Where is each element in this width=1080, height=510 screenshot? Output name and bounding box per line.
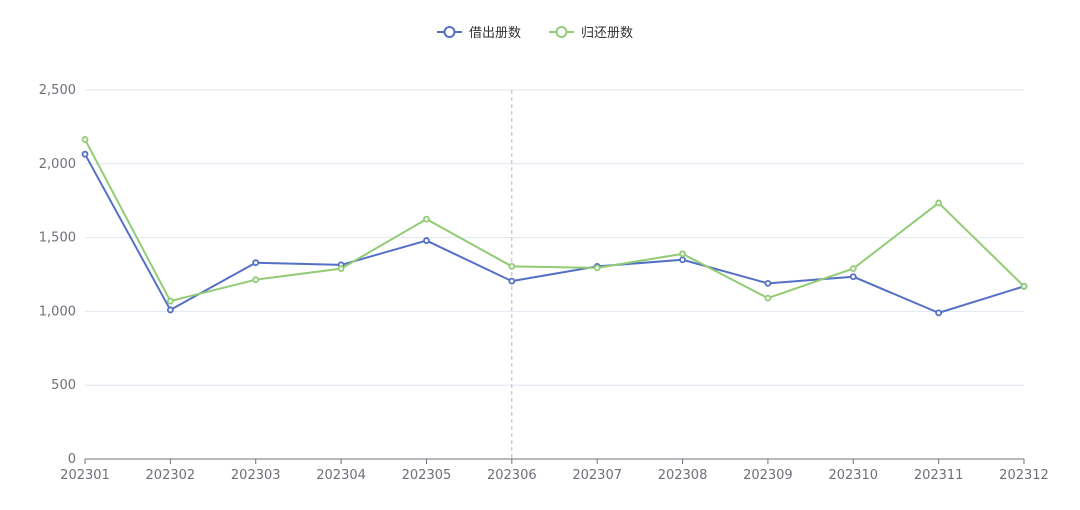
x-tick-label: 202309	[743, 468, 793, 483]
x-tick-label: 202302	[146, 468, 196, 483]
legend-circle-icon	[555, 26, 568, 38]
data-point[interactable]	[508, 262, 516, 270]
data-point[interactable]	[935, 309, 943, 317]
x-tick-label: 202308	[658, 468, 708, 483]
y-tick-label: 1,000	[39, 304, 76, 319]
y-tick-label: 1,500	[39, 231, 76, 246]
y-tick-label: 500	[51, 378, 76, 393]
data-point[interactable]	[1020, 282, 1028, 290]
series-layer	[81, 136, 1028, 317]
data-point[interactable]	[423, 237, 430, 244]
y-tick-label: 2,500	[39, 83, 76, 98]
data-point[interactable]	[166, 297, 174, 305]
legend-circle-icon	[443, 26, 456, 38]
data-point[interactable]	[423, 215, 430, 223]
legend[interactable]: 借出册数 归还册数	[437, 26, 633, 41]
y-axis: 0 500 1,000 1,500 2,000 2,500	[39, 83, 76, 467]
data-point[interactable]	[764, 294, 772, 302]
data-point[interactable]	[166, 306, 174, 314]
x-tick-label: 202301	[60, 468, 110, 483]
data-point[interactable]	[935, 199, 943, 207]
data-point[interactable]	[764, 279, 772, 287]
data-point[interactable]	[679, 256, 686, 264]
data-point[interactable]	[593, 264, 601, 272]
grid-lines	[85, 89, 1024, 386]
data-point[interactable]	[508, 277, 516, 285]
x-tick-label: 202303	[231, 468, 281, 483]
x-tick-label: 202306	[487, 468, 537, 483]
x-tick-label: 202307	[572, 468, 622, 483]
legend-label: 借出册数	[469, 26, 521, 41]
x-tick-label: 202311	[914, 468, 964, 483]
legend-item[interactable]: 借出册数	[437, 26, 521, 41]
data-point[interactable]	[849, 265, 857, 272]
series-line	[84, 138, 1025, 303]
data-point[interactable]	[81, 136, 89, 143]
data-point[interactable]	[252, 276, 260, 284]
x-tick-label: 202310	[828, 468, 878, 483]
x-tick-label: 202304	[316, 468, 366, 483]
x-tick-label: 202305	[402, 468, 452, 483]
data-point[interactable]	[337, 265, 345, 272]
series-line	[84, 153, 1025, 314]
data-point[interactable]	[81, 150, 89, 158]
x-axis: 202301 202302 202303 202304 202305 202306 2023…	[60, 458, 1049, 483]
legend-item[interactable]: 归还册数	[549, 26, 633, 41]
x-tick-label: 202312	[999, 468, 1049, 483]
data-point[interactable]	[252, 259, 260, 267]
y-tick-label: 2,000	[39, 157, 76, 172]
data-point[interactable]	[849, 273, 857, 281]
legend-label: 归还册数	[581, 26, 633, 41]
data-point[interactable]	[679, 250, 686, 258]
y-tick-label: 0	[68, 452, 76, 467]
